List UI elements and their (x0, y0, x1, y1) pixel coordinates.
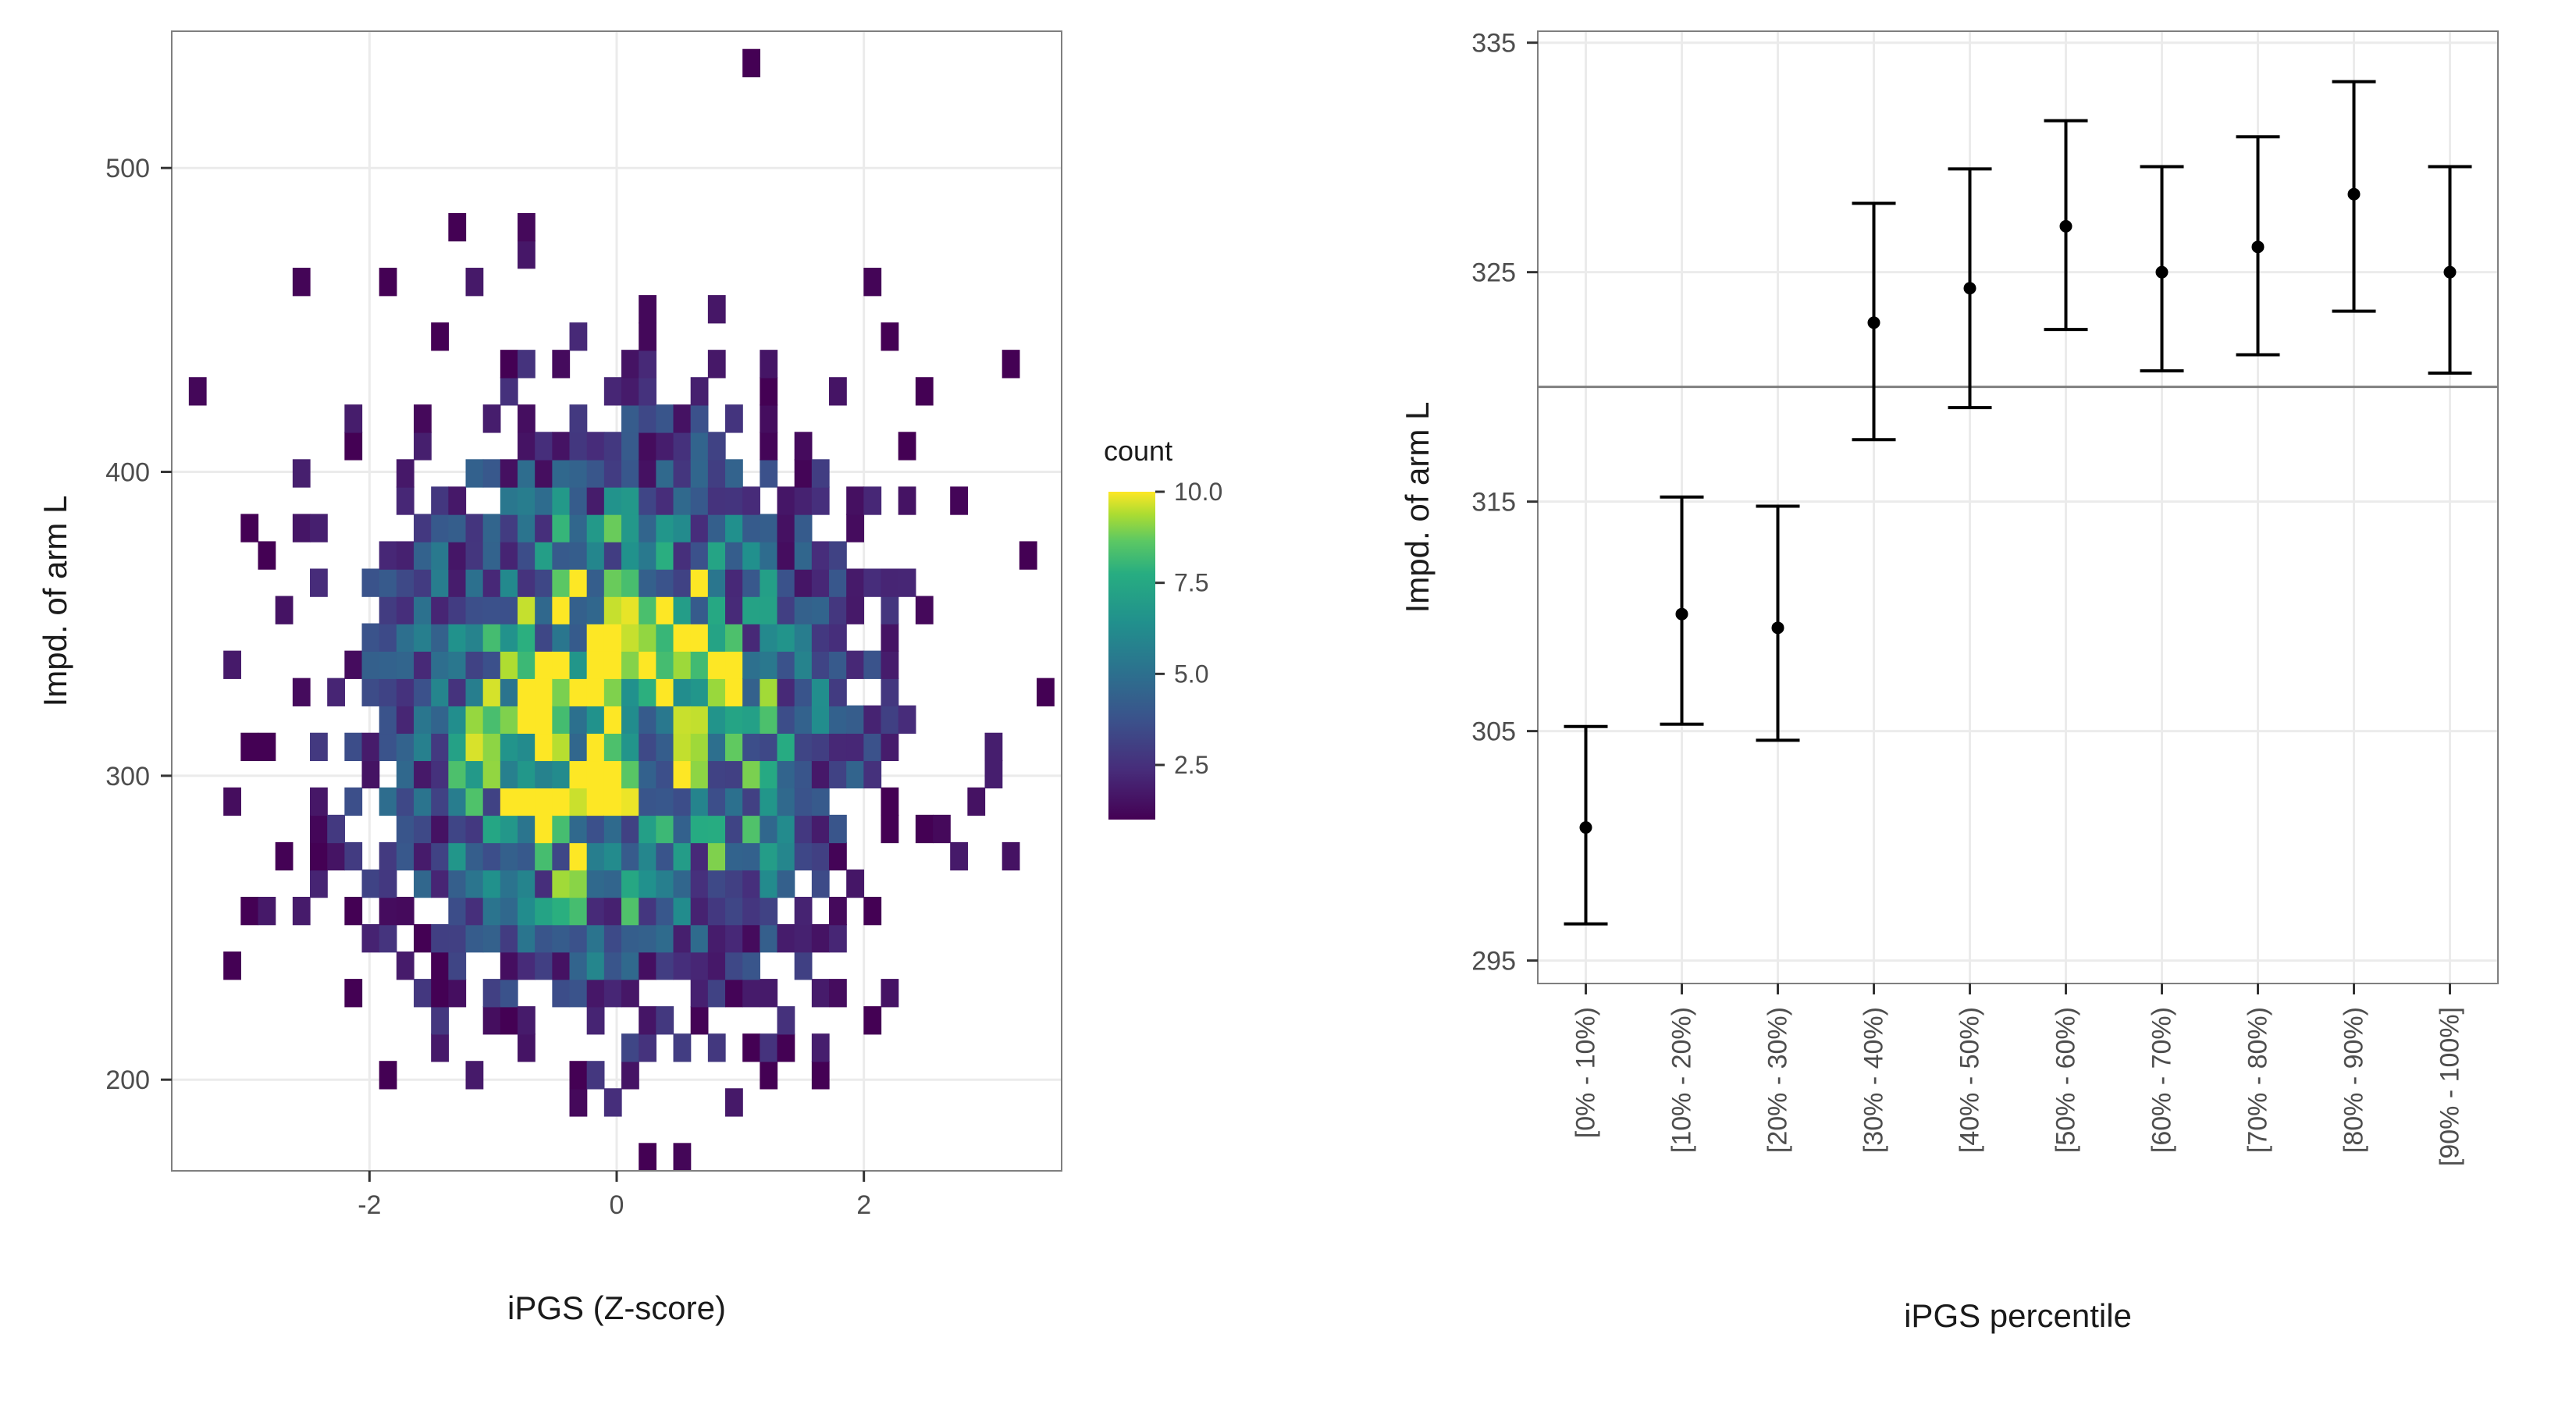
x-tick-label: [30% - 40%) (1859, 1007, 1889, 1153)
legend-tick-label: 5.0 (1174, 660, 1208, 688)
x-axis-title: iPGS (Z-score) (507, 1289, 726, 1326)
legend-title: count (1104, 435, 1172, 467)
x-tick-label: [10% - 20%) (1667, 1007, 1697, 1153)
x-tick-label: 2 (856, 1190, 871, 1220)
y-tick-label: 325 (1471, 258, 1516, 288)
x-tick-label: [0% - 10%) (1571, 1007, 1601, 1138)
x-tick-label: -2 (358, 1190, 381, 1220)
x-axis-title: iPGS percentile (1904, 1297, 2132, 1334)
x-tick-label: [60% - 70%) (2147, 1007, 2177, 1153)
x-tick-label: [20% - 30%) (1763, 1007, 1793, 1153)
y-tick-label: 200 (105, 1065, 150, 1095)
y-tick-label: 295 (1471, 947, 1516, 976)
legend-tick-label: 10.0 (1174, 478, 1222, 506)
heatmap-panel: -2 0 2 200 300 400 500 iPGS (Z-score) Impd. of a… (23, 0, 1077, 1358)
legend-tick-label: 2.5 (1174, 751, 1208, 779)
x-tick-label: [90% - 100%] (2435, 1007, 2465, 1166)
heatmap-legend: count 2.5 5.0 7.5 10.0 (1077, 406, 1350, 952)
x-tick-label: 0 (610, 1190, 624, 1220)
y-tick-label: 335 (1471, 29, 1516, 59)
x-tick-label: [80% - 90%) (2339, 1007, 2369, 1153)
pointrange-panel: 295 305 315 325 335 [0% - 10%) [10% - 20%) [20%… (1382, 0, 2521, 1358)
y-tick-label: 400 (105, 458, 150, 488)
legend-colorbar (1108, 492, 1155, 820)
figure: -2 0 2 200 300 400 500 iPGS (Z-score) Impd. of a… (0, 0, 2529, 1358)
x-tick-label: [40% - 50%) (1955, 1007, 1985, 1153)
legend-tick-label: 7.5 (1174, 569, 1208, 597)
y-tick-label: 500 (105, 154, 150, 183)
y-tick-label: 315 (1471, 488, 1516, 518)
left-panel-wrap: -2 0 2 200 300 400 500 iPGS (Z-score) Impd. of a… (23, 23, 1350, 1335)
y-tick-label: 305 (1471, 717, 1516, 747)
y-tick-label: 300 (105, 762, 150, 791)
x-tick-label: [70% - 80%) (2243, 1007, 2273, 1153)
right-panel-wrap: 295 305 315 325 335 [0% - 10%) [10% - 20%) [20%… (1382, 23, 2521, 1335)
x-tick-label: [50% - 60%) (2051, 1007, 2081, 1153)
y-axis-title: Impd. of arm L (37, 496, 73, 707)
y-axis-title: Impd. of arm L (1399, 402, 1436, 614)
